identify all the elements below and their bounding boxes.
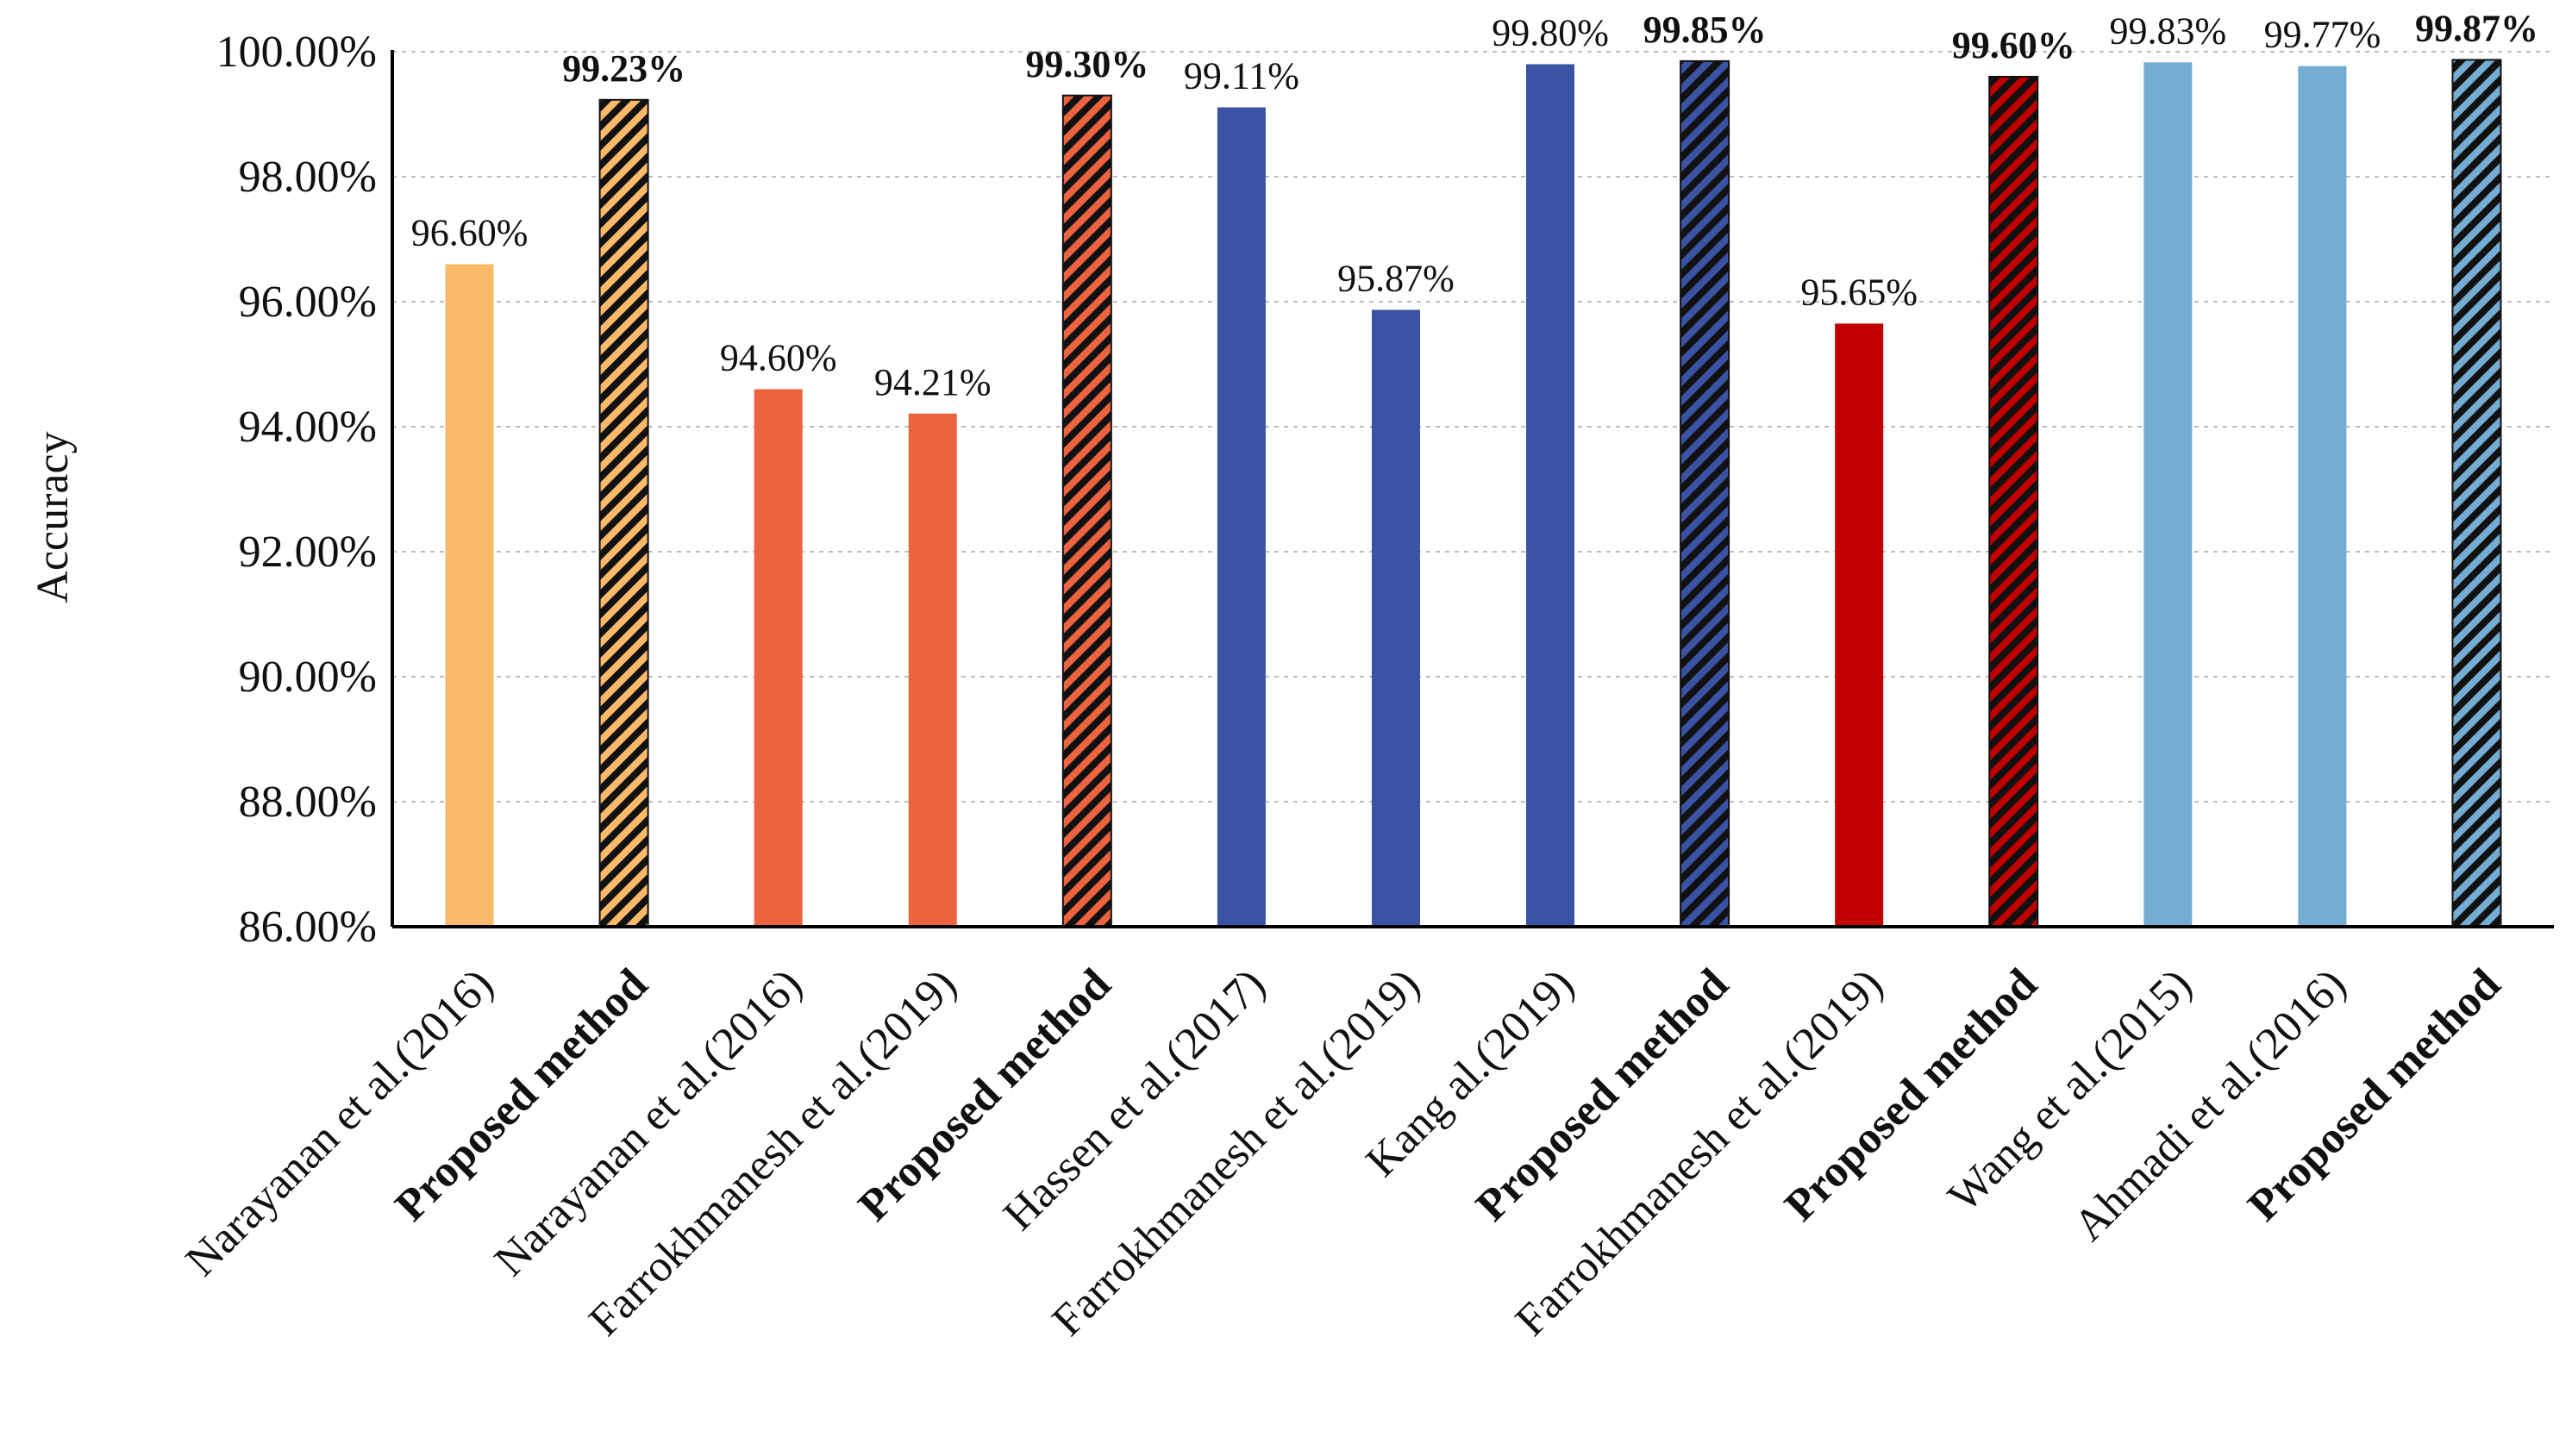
data-label: 95.87% <box>1337 257 1455 299</box>
y-tick-label: 86.00% <box>239 903 377 952</box>
category-label: Hassen et al.(2017) <box>994 959 1274 1240</box>
y-tick-label: 96.00% <box>239 278 377 327</box>
data-labels: 96.60% 99.23% 94.60% 94.21% 99.30% 99.11% 95.8… <box>411 7 2538 403</box>
data-label: 99.83% <box>2109 9 2226 52</box>
y-tick-label: 92.00% <box>239 528 377 577</box>
bar <box>2451 59 2502 928</box>
data-label: 99.60% <box>1952 24 2075 66</box>
bar <box>754 389 803 927</box>
y-tick-label: 94.00% <box>239 403 377 452</box>
bar <box>445 264 494 927</box>
data-label: 94.60% <box>720 337 837 379</box>
gridlines <box>392 51 2554 803</box>
y-tick-label: 100.00% <box>216 28 377 77</box>
data-label: 99.77% <box>2264 14 2381 56</box>
bar <box>2298 66 2347 928</box>
bar <box>1217 107 1266 927</box>
data-label: 96.60% <box>411 212 529 254</box>
x-axis-category-labels: Narayanan et al.(2016)Proposed methodNar… <box>177 959 2510 1346</box>
data-label: 99.87% <box>2415 7 2538 49</box>
data-label: 94.21% <box>874 361 992 403</box>
data-label: 99.80% <box>1492 12 1609 54</box>
bar <box>908 413 957 927</box>
data-label: 99.30% <box>1025 43 1148 85</box>
y-tick-label: 98.00% <box>239 153 377 202</box>
bar <box>1526 64 1575 927</box>
category-label: Narayanan et al.(2016) <box>177 959 503 1285</box>
y-tick-label: 90.00% <box>239 653 377 702</box>
bar <box>1680 59 1730 928</box>
data-label: 99.85% <box>1643 9 1767 51</box>
bar <box>1371 309 1420 927</box>
data-label: 99.23% <box>562 47 685 90</box>
bar <box>2143 62 2193 927</box>
data-label: 95.65% <box>1800 271 1918 313</box>
category-label: Narayanan et al.(2016) <box>485 959 811 1285</box>
category-label: Ahmadi et al.(2016) <box>2064 959 2355 1250</box>
bars <box>445 59 2502 928</box>
data-label: 99.11% <box>1184 55 1299 97</box>
bar <box>598 98 649 928</box>
y-axis-title: Accuracy <box>28 431 78 603</box>
bar <box>1835 323 1884 927</box>
y-tick-label: 88.00% <box>239 778 377 827</box>
bar <box>1061 94 1112 928</box>
bar <box>1988 76 2039 928</box>
y-axis-ticks: 86.00% 88.00% 90.00% 92.00% 94.00% 96.00% 98.0… <box>216 28 377 952</box>
